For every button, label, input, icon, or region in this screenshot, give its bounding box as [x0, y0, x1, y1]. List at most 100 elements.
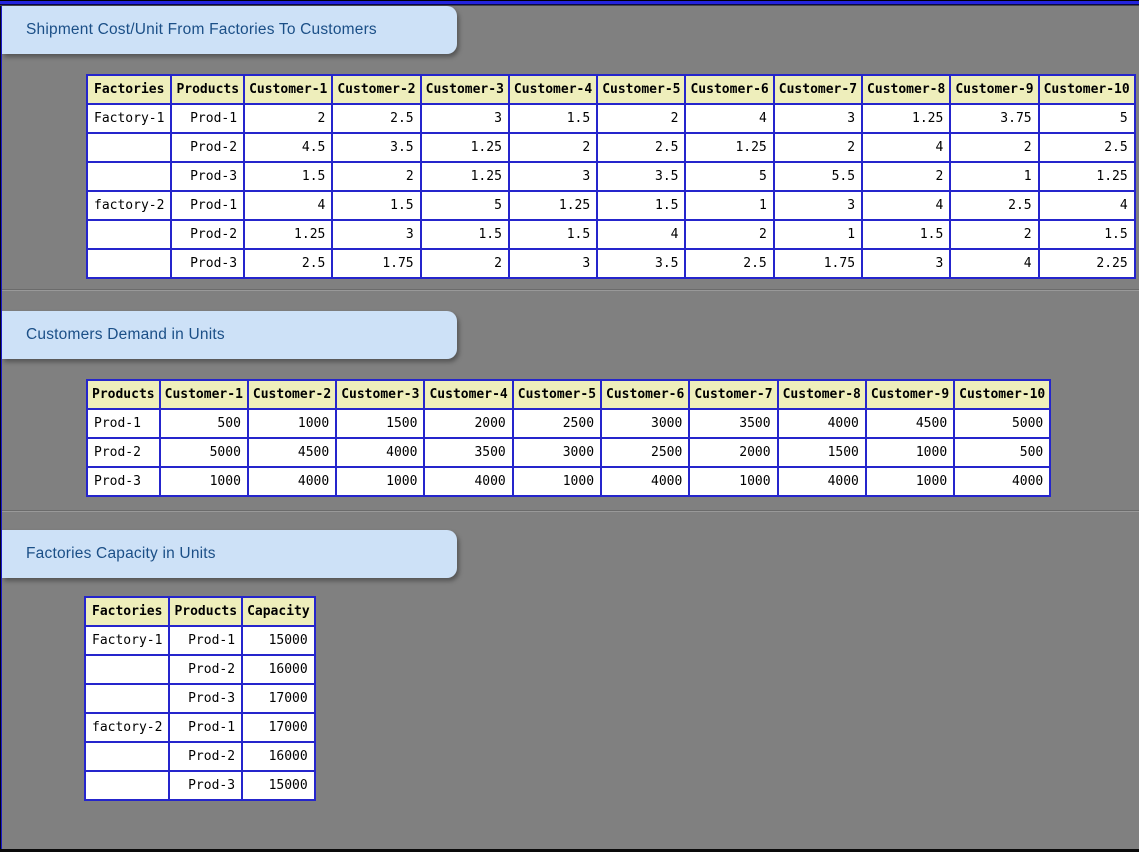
value-cell: 1000 — [688, 466, 779, 497]
value-cell: 1.25 — [861, 103, 952, 134]
section-divider — [0, 289, 1139, 291]
label-cell: Prod-2 — [168, 654, 244, 685]
factories-capacity-table-wrap: Factories Products Capacity Factory-1 Prod-1… — [83, 596, 1139, 801]
table-row: Prod-2 5000 4500 4000 3500 3000 2500 2000 1500 10… — [86, 437, 1052, 468]
value-cell: 1000 — [335, 466, 426, 497]
value-cell: 1.5 — [1037, 219, 1136, 250]
label-cell: Factory-1 — [85, 103, 173, 134]
table-row: Prod-2 4.5 3.5 1.25 2 2.5 1.25 2 4 2 2.5 — [85, 132, 1136, 163]
column-header-customer-8: Customer-8 — [776, 379, 867, 410]
window-left-border — [0, 0, 2, 852]
label-cell — [85, 219, 173, 250]
value-cell: 5 — [419, 190, 510, 221]
value-cell: 4 — [949, 248, 1040, 279]
column-header-customer-7: Customer-7 — [772, 74, 864, 105]
customers-demand-table: Products Customer-1 Customer-2 Customer-3 Cu… — [86, 379, 1052, 497]
table-row: Prod-1 500 1000 1500 2000 2500 3000 3500 4000 450… — [86, 408, 1052, 439]
value-cell: 1000 — [864, 437, 956, 468]
value-cell: 4.5 — [243, 132, 334, 163]
column-header-customer-4: Customer-4 — [507, 74, 599, 105]
column-header-factories: Factories — [83, 596, 171, 627]
column-header-products: Products — [170, 74, 246, 105]
column-header-customer-10: Customer-10 — [1037, 74, 1136, 105]
value-cell: 1500 — [335, 408, 426, 439]
column-header-customer-9: Customer-9 — [864, 379, 956, 410]
value-cell: 2.5 — [949, 190, 1040, 221]
value-cell: 2 — [772, 132, 864, 163]
value-cell: 1000 — [246, 408, 338, 439]
column-header-customer-7: Customer-7 — [688, 379, 779, 410]
section-factories-capacity: Factories Capacity in Units Factories Pro… — [0, 530, 1139, 801]
column-header-products: Products — [168, 596, 244, 627]
column-header-customer-5: Customer-5 — [596, 74, 687, 105]
value-cell: 4 — [596, 219, 687, 250]
value-cell: 2 — [331, 161, 422, 192]
value-cell: 3000 — [511, 437, 603, 468]
table-row: Prod-3 2.5 1.75 2 3 3.5 2.5 1.75 3 4 2.25 — [85, 248, 1136, 279]
value-cell: 5 — [1037, 103, 1136, 134]
section-divider — [0, 510, 1139, 512]
section-title-customers-demand[interactable]: Customers Demand in Units — [2, 311, 457, 359]
value-cell: 1.25 — [419, 132, 510, 163]
label-cell — [85, 132, 173, 163]
label-cell: Prod-1 — [168, 712, 244, 743]
label-cell: Factory-1 — [83, 625, 171, 656]
value-cell: 5000 — [953, 408, 1052, 439]
label-cell — [85, 248, 173, 279]
column-header-customer-9: Customer-9 — [949, 74, 1040, 105]
section-title-shipment-cost[interactable]: Shipment Cost/Unit From Factories To Cus… — [2, 6, 457, 54]
section-title-factories-capacity[interactable]: Factories Capacity in Units — [2, 530, 457, 578]
value-cell: 1 — [684, 190, 775, 221]
factories-capacity-table: Factories Products Capacity Factory-1 Prod-1… — [83, 596, 316, 801]
value-cell: 4 — [243, 190, 334, 221]
value-cell: 3 — [772, 190, 864, 221]
value-cell: 4000 — [335, 437, 426, 468]
value-cell: 1.5 — [243, 161, 334, 192]
label-cell — [83, 741, 171, 772]
value-cell: 4000 — [246, 466, 338, 497]
value-cell: 1 — [772, 219, 864, 250]
value-cell: 4500 — [246, 437, 338, 468]
value-cell: 1000 — [158, 466, 249, 497]
value-cell: 2.5 — [331, 103, 422, 134]
value-cell: 1.75 — [772, 248, 864, 279]
column-header-customer-3: Customer-3 — [335, 379, 426, 410]
value-cell: 2 — [949, 132, 1040, 163]
value-cell: 2.5 — [1037, 132, 1136, 163]
value-cell: 1.5 — [507, 103, 599, 134]
value-cell: 2 — [419, 248, 510, 279]
table-row: Factory-1 Prod-1 15000 — [83, 625, 316, 656]
column-header-products: Products — [86, 379, 161, 410]
header-row: Factories Products Capacity — [83, 596, 316, 627]
label-cell — [85, 161, 173, 192]
value-cell: 1 — [949, 161, 1040, 192]
value-cell: 3 — [331, 219, 422, 250]
header-row: Products Customer-1 Customer-2 Customer-3 Cu… — [86, 379, 1052, 410]
value-cell: 2.25 — [1037, 248, 1136, 279]
window-top-border — [0, 0, 1139, 6]
value-cell: 1.5 — [419, 219, 510, 250]
value-cell: 1.75 — [331, 248, 422, 279]
value-cell: 2 — [507, 132, 599, 163]
value-cell: 3500 — [423, 437, 514, 468]
value-cell: 1.5 — [507, 219, 599, 250]
label-cell: Prod-2 — [170, 132, 246, 163]
label-cell: Prod-1 — [168, 625, 244, 656]
window-bottom-border — [0, 849, 1139, 852]
value-cell: 4000 — [776, 466, 867, 497]
value-cell: 2500 — [600, 437, 691, 468]
column-header-factories: Factories — [85, 74, 173, 105]
label-cell: Prod-3 — [168, 683, 244, 714]
column-header-customer-2: Customer-2 — [331, 74, 422, 105]
column-header-capacity: Capacity — [241, 596, 316, 627]
value-cell: 1000 — [864, 466, 956, 497]
label-cell: Prod-3 — [86, 466, 161, 497]
label-cell — [83, 654, 171, 685]
column-header-customer-1: Customer-1 — [158, 379, 249, 410]
value-cell: 5 — [684, 161, 775, 192]
value-cell: 1500 — [776, 437, 867, 468]
value-cell: 3000 — [600, 408, 691, 439]
value-cell: 3 — [507, 161, 599, 192]
value-cell: 3 — [772, 103, 864, 134]
